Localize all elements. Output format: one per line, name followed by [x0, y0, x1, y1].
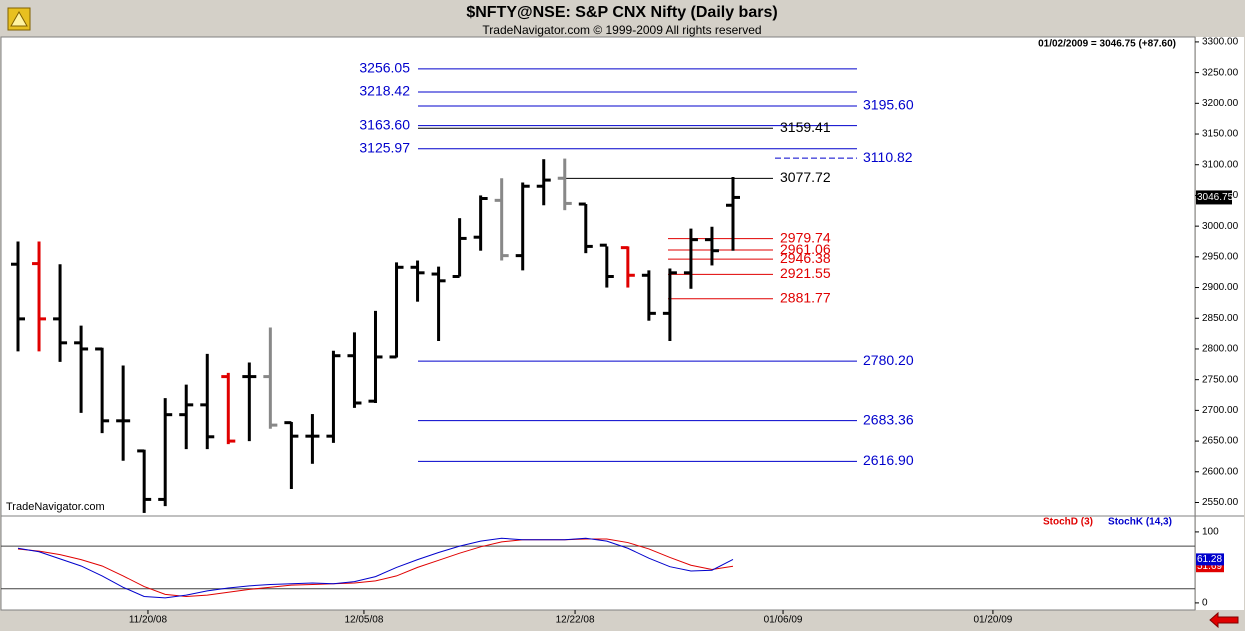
- level-label: 2946.38: [780, 250, 831, 266]
- level-label: 2979.74: [780, 229, 831, 245]
- stoch-line: [17, 537, 734, 599]
- logo: [7, 7, 31, 31]
- level-label: 3110.82: [863, 149, 913, 165]
- price-header: 01/02/2009 = 3046.75 (+87.60): [1038, 39, 1176, 50]
- x-tick-label: 01/06/09: [764, 615, 803, 626]
- x-tick-label: 12/05/08: [344, 615, 383, 626]
- last-value-label: 61.28: [1197, 554, 1222, 565]
- y-tick-label: 3300.00: [1202, 37, 1239, 48]
- scroll-arrow[interactable]: [1209, 611, 1239, 629]
- y-tick-label: 2800.00: [1202, 344, 1239, 355]
- chart-subtitle: TradeNavigator.com © 1999-2009 All right…: [482, 23, 761, 37]
- level-label: 2961.06: [780, 241, 831, 257]
- level-label: 2780.20: [863, 352, 914, 368]
- level-label: 2921.55: [780, 265, 831, 281]
- y-tick-label: 2750.00: [1202, 374, 1239, 385]
- level-label: 3077.72: [780, 169, 831, 185]
- y-tick-label: 2550.00: [1202, 497, 1239, 508]
- y-tick-label: 3250.00: [1202, 67, 1239, 78]
- level-label: 3159.41: [780, 119, 831, 135]
- level-label: 2683.36: [863, 411, 914, 427]
- level-label: 3163.60: [359, 116, 410, 132]
- y-tick-label: 0: [1202, 598, 1208, 609]
- legend-entry: StochK (14,3): [1108, 517, 1172, 528]
- last-value-label: 51.69: [1197, 561, 1222, 572]
- watermark: TradeNavigator.com: [6, 501, 105, 513]
- last-price-box: [1196, 190, 1232, 205]
- axis-background: [1196, 37, 1244, 610]
- level-label: 3195.60: [863, 97, 914, 113]
- y-tick-label: 2950.00: [1202, 251, 1239, 262]
- level-label: 3125.97: [359, 139, 410, 155]
- plot-background: [0, 36, 1196, 611]
- x-tick-label: 11/20/08: [129, 615, 168, 626]
- chart-title: $NFTY@NSE: S&P CNX Nifty (Daily bars): [466, 4, 777, 21]
- y-tick-label: 2600.00: [1202, 466, 1239, 477]
- x-tick-label: 12/22/08: [556, 615, 595, 626]
- y-tick-label: 3200.00: [1202, 98, 1239, 109]
- y-tick-label: 2900.00: [1202, 282, 1239, 293]
- level-label: 2881.77: [780, 289, 831, 305]
- y-tick-label: 2850.00: [1202, 313, 1239, 324]
- stoch-line: [17, 538, 734, 598]
- y-tick-label: 2650.00: [1202, 436, 1239, 447]
- y-tick-label: 3000.00: [1202, 221, 1239, 232]
- y-tick-label: 3150.00: [1202, 129, 1239, 140]
- last-value-box: [1196, 553, 1224, 566]
- y-tick-label: 3100.00: [1202, 159, 1239, 170]
- level-label: 3256.05: [359, 60, 410, 76]
- level-label: 3218.42: [359, 83, 410, 99]
- last-price-label: 3046.75: [1197, 192, 1234, 203]
- level-label: 2616.90: [863, 452, 914, 468]
- legend-entry: StochD (3): [1043, 517, 1093, 528]
- y-tick-label: 100: [1202, 527, 1219, 538]
- x-tick-label: 01/20/09: [973, 615, 1012, 626]
- y-tick-label: 2700.00: [1202, 405, 1239, 416]
